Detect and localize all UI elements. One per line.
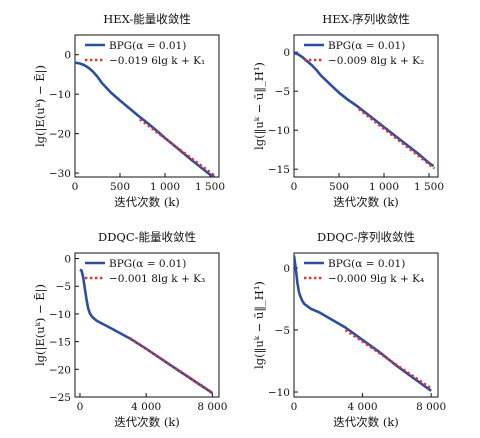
y-axis-label: lg(‖uᵏ − ū‖_H¹) — [252, 281, 267, 369]
x-tick-label: 0 — [77, 401, 84, 413]
legend-label-fit: −0.019 6lg k + K₁ — [109, 55, 205, 67]
y-tick-label: −5 — [56, 281, 71, 293]
y-tick-label: 0 — [64, 254, 71, 266]
y-tick-label: −30 — [49, 168, 71, 180]
series-line-fit — [139, 118, 217, 177]
y-tick-label: −10 — [49, 89, 71, 101]
x-tick-label: 0 — [72, 181, 79, 193]
y-tick-label: −25 — [49, 392, 71, 404]
x-tick-label: 1 500 — [414, 181, 444, 193]
subplot-title: HEX-能量收敛性 — [103, 12, 191, 26]
x-axis-label: 迭代次数 (k) — [333, 195, 399, 209]
x-axis-label: 迭代次数 (k) — [114, 415, 180, 429]
legend-label-fit: −0.009 8lg k + K₂ — [328, 55, 424, 67]
legend-label-fit: −0.001 8lg k + K₃ — [109, 273, 205, 285]
plot-frame — [74, 252, 220, 398]
x-tick-label: 4 000 — [131, 401, 161, 413]
x-tick-label: 0 — [291, 181, 298, 193]
series-line-fit — [358, 108, 436, 170]
legend-label-bpg: BPG(α = 0.01) — [328, 40, 405, 52]
series-line-bpg — [75, 61, 216, 177]
subplot-ddqc-sequence: DDQC-序列收敛性 迭代次数 (k) lg(‖uᵏ − ū‖_H¹) BPG(… — [252, 230, 446, 429]
y-tick-label: −20 — [49, 129, 71, 141]
x-axis-label: 迭代次数 (k) — [114, 195, 180, 209]
y-tick-label: −5 — [275, 325, 290, 337]
y-axis-label: lg(|E(uᵏ) − Ē|) — [33, 284, 48, 366]
legend-label-fit: −0.000 9lg k + K₄ — [328, 273, 424, 285]
y-tick-label: −10 — [268, 125, 290, 137]
y-tick-label: −15 — [49, 337, 71, 349]
y-tick-label: −20 — [49, 364, 71, 376]
y-tick-label: 0 — [283, 263, 290, 275]
series-line-fit — [344, 329, 432, 390]
y-axis-label: lg(|E(uᵏ) − Ē|) — [33, 65, 48, 147]
y-tick-label: 0 — [64, 50, 71, 62]
legend-label-bpg: BPG(α = 0.01) — [328, 258, 405, 270]
subplot-title: HEX-序列收敛性 — [322, 12, 410, 26]
x-tick-label: 500 — [329, 181, 349, 193]
series-line-bpg — [294, 51, 435, 168]
y-tick-label: 0 — [283, 47, 290, 59]
subplot-title: DDQC-序列收敛性 — [317, 230, 415, 244]
series-line-bpg — [294, 255, 432, 392]
x-tick-label: 1 500 — [195, 181, 225, 193]
x-tick-label: 8 000 — [416, 401, 446, 413]
y-tick-label: −5 — [275, 86, 290, 98]
subplot-hex-energy: HEX-能量收敛性 迭代次数 (k) lg(|E(uᵏ) − Ē|) BPG(α… — [33, 12, 225, 209]
x-tick-label: 1 000 — [369, 181, 399, 193]
subplot-title: DDQC-能量收敛性 — [98, 230, 196, 244]
x-tick-label: 0 — [291, 401, 298, 413]
subplot-ddqc-energy: DDQC-能量收敛性 迭代次数 (k) lg(|E(uᵏ) − Ē|) BPG(… — [33, 230, 227, 429]
subplot-hex-sequence: HEX-序列收敛性 迭代次数 (k) lg(‖uᵏ − ū‖_H¹) BPG(α… — [252, 12, 444, 209]
plot-frame — [293, 252, 439, 398]
y-axis-label: lg(‖uᵏ − ū‖_H¹) — [252, 62, 267, 150]
x-tick-label: 500 — [110, 181, 130, 193]
y-tick-label: −10 — [49, 309, 71, 321]
y-tick-label: −15 — [268, 164, 290, 176]
legend-label-bpg: BPG(α = 0.01) — [109, 258, 186, 270]
plot-frame — [74, 34, 220, 178]
x-tick-label: 1 000 — [150, 181, 180, 193]
x-axis-label: 迭代次数 (k) — [333, 415, 399, 429]
y-tick-label: −10 — [268, 387, 290, 399]
series-line-fit — [128, 336, 214, 394]
x-tick-label: 8 000 — [197, 401, 227, 413]
x-tick-label: 4 000 — [348, 401, 378, 413]
legend-label-bpg: BPG(α = 0.01) — [109, 40, 186, 52]
plot-frame — [293, 34, 439, 178]
series-line-bpg — [79, 268, 214, 395]
